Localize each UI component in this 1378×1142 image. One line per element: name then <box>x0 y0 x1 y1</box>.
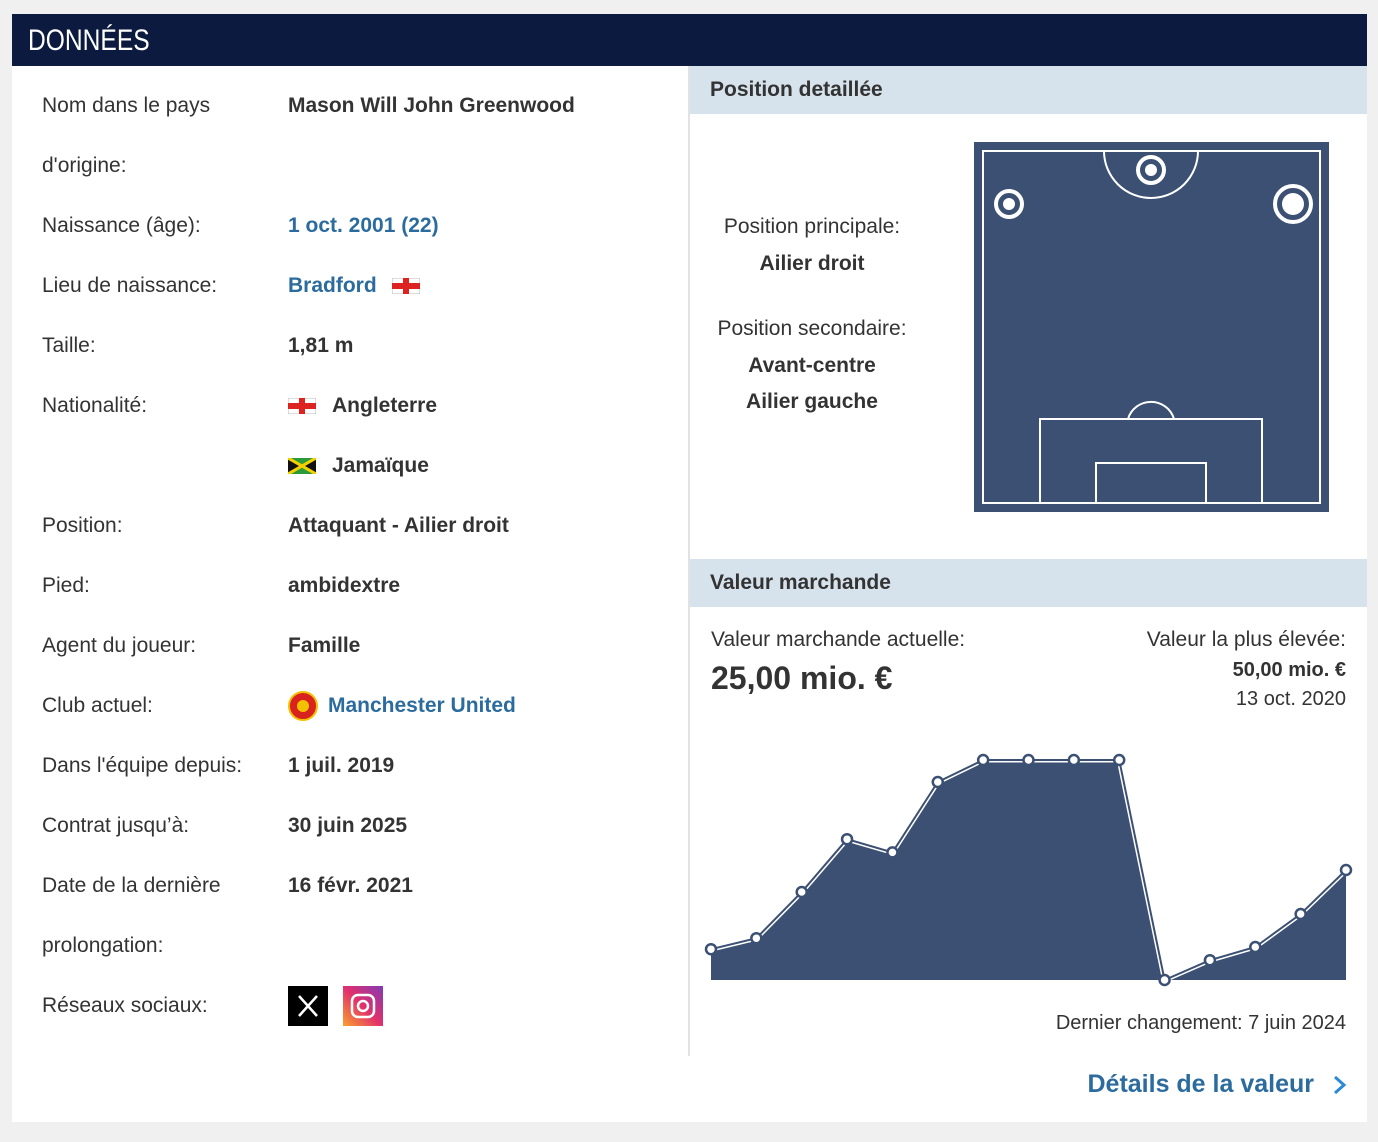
label: Date de la dernière prolongation: <box>42 874 221 957</box>
market-value-chart <box>704 753 1353 987</box>
point <box>1067 753 1081 767</box>
pitch <box>974 142 1329 512</box>
point <box>795 885 808 899</box>
label: Nationalité: <box>42 394 148 417</box>
value: 1 juil. 2019 <box>288 754 395 777</box>
secondary-position-label: Position secondaire: <box>717 317 907 340</box>
club-crest <box>288 691 318 721</box>
flag-england <box>288 398 316 414</box>
value: ambidextre <box>288 574 401 597</box>
flag-england <box>392 278 420 294</box>
secondary-position: Ailier gauche <box>746 390 878 413</box>
section-bar: Position detaillée <box>690 66 1367 114</box>
point <box>1203 953 1217 967</box>
birth-link[interactable]: 1 oct. 2001 (22) <box>288 214 439 237</box>
highest-value: 50,00 mio. € <box>1232 659 1346 681</box>
details-link[interactable]: Détails de la valeur <box>1087 1070 1314 1098</box>
label: Réseaux sociaux: <box>42 994 208 1017</box>
section-title: Valeur marchande <box>710 571 891 594</box>
label: Club actuel: <box>42 694 153 717</box>
label: Position: <box>42 514 123 537</box>
point <box>840 832 854 846</box>
chevron[interactable] <box>1332 1074 1348 1096</box>
club-link[interactable]: Manchester United <box>328 694 516 717</box>
point <box>1158 973 1171 987</box>
point <box>1339 863 1353 877</box>
value: Famille <box>288 634 361 657</box>
instagram-icon[interactable] <box>343 986 383 1026</box>
value: Jamaïque <box>332 454 429 477</box>
current-label: Valeur marchande actuelle: <box>711 628 966 651</box>
main-position: Ailier droit <box>759 252 865 275</box>
label: Lieu de naissance: <box>42 274 218 297</box>
birthplace-link[interactable]: Bradford <box>288 274 377 297</box>
point <box>750 931 763 945</box>
section-title: Position detaillée <box>710 78 883 101</box>
value: 16 févr. 2021 <box>288 874 413 897</box>
current-value: 25,00 mio. € <box>711 660 893 696</box>
point <box>886 846 899 859</box>
value: Mason Will John Greenwood <box>288 94 575 117</box>
area <box>711 760 1346 980</box>
label: Contrat jusqu’à: <box>42 814 190 837</box>
label: Nom dans le pays d'origine: <box>42 94 211 177</box>
point <box>976 753 990 767</box>
point <box>1022 753 1035 767</box>
value: 1,81 m <box>288 334 354 357</box>
label: Agent du joueur: <box>42 634 197 657</box>
label: Dans l'équipe depuis: <box>42 754 243 777</box>
flag-jamaica <box>288 458 316 474</box>
point <box>1294 907 1307 921</box>
value: 30 juin 2025 <box>288 814 408 837</box>
header-title: DONNÉES <box>28 24 150 57</box>
value: Attaquant - Ailier droit <box>288 514 509 537</box>
secondary-position: Avant-centre <box>748 354 876 377</box>
divider <box>688 66 690 1056</box>
point <box>1249 940 1262 954</box>
highest-label: Valeur la plus élevée: <box>1146 628 1346 651</box>
highest-date: 13 oct. 2020 <box>1235 688 1346 710</box>
point <box>704 942 718 956</box>
label: Pied: <box>42 574 90 597</box>
label: Naissance (âge): <box>42 214 201 237</box>
point <box>1112 753 1126 767</box>
section-bar: Valeur marchande <box>690 559 1367 607</box>
label: Taille: <box>42 334 96 357</box>
x-icon[interactable] <box>288 986 328 1026</box>
main-position-label: Position principale: <box>723 215 901 238</box>
last-change: Dernier changement: 7 juin 2024 <box>1055 1012 1346 1034</box>
header: DONNÉES <box>12 14 1367 66</box>
point <box>931 775 945 789</box>
value: Angleterre <box>332 394 438 417</box>
